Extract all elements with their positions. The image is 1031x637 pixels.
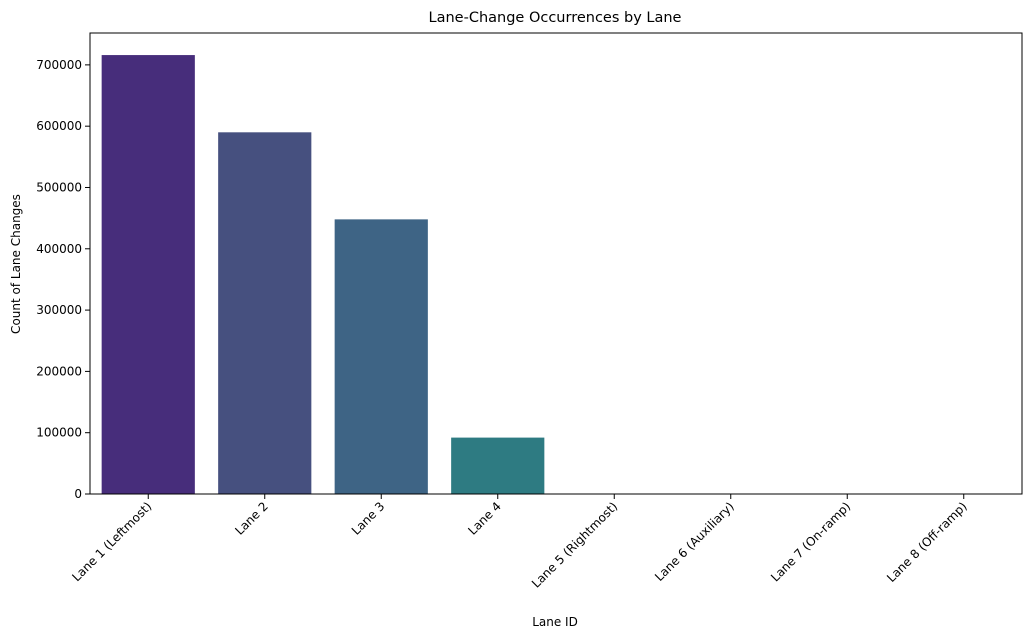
x-tick-label: Lane 3 bbox=[349, 499, 388, 538]
x-tick-label: Lane 4 bbox=[465, 499, 504, 538]
x-axis: Lane 1 (Leftmost) Lane 2 Lane 3 Lane 4 Lane … bbox=[69, 494, 970, 591]
bar-lane-2 bbox=[218, 132, 312, 495]
x-axis-label: Lane ID bbox=[532, 615, 578, 629]
y-axis-label: Count of Lane Changes bbox=[9, 194, 23, 334]
y-tick-label: 600000 bbox=[36, 119, 82, 133]
plot-frame bbox=[89, 32, 1023, 495]
y-tick-label: 300000 bbox=[36, 303, 82, 317]
y-tick-label: 200000 bbox=[36, 364, 82, 378]
y-axis: 0 100000 200000 300000 400000 500000 600000 700… bbox=[36, 58, 90, 501]
y-tick-label: 500000 bbox=[36, 180, 82, 194]
chart-title: Lane-Change Occurrences by Lane bbox=[429, 10, 682, 26]
y-tick-label: 100000 bbox=[36, 426, 82, 440]
x-tick-label: Lane 8 (Off-ramp) bbox=[884, 499, 970, 585]
y-tick-label: 700000 bbox=[36, 58, 82, 72]
bar-lane-4 bbox=[451, 437, 545, 494]
x-tick-label: Lane 2 bbox=[232, 499, 271, 538]
y-tick-label: 0 bbox=[74, 487, 82, 501]
y-tick-label: 400000 bbox=[36, 242, 82, 256]
x-tick-label: Lane 7 (On-ramp) bbox=[768, 499, 853, 584]
bar-lane-1-leftmost bbox=[101, 55, 195, 494]
bars-group bbox=[101, 55, 545, 495]
x-tick-label: Lane 1 (Leftmost) bbox=[69, 499, 154, 584]
x-tick-label: Lane 6 (Auxiliary) bbox=[652, 499, 737, 584]
x-tick-label: Lane 5 (Rightmost) bbox=[529, 499, 620, 590]
bar-lane-3 bbox=[334, 219, 428, 495]
